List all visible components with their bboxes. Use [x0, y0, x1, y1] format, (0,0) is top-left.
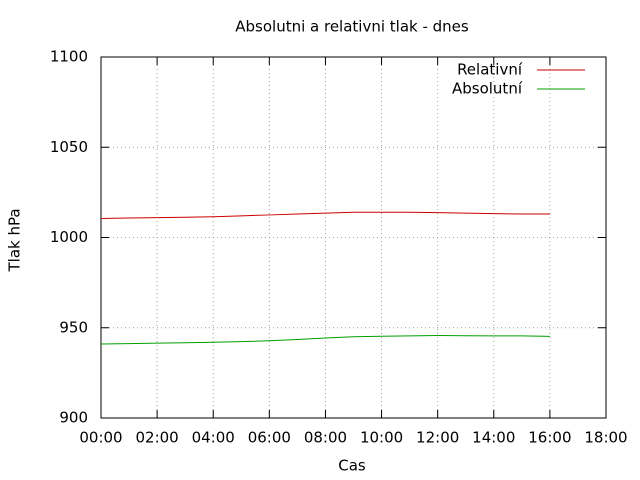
x-tick-label: 04:00 — [192, 429, 235, 447]
y-tick-label: 1100 — [50, 48, 88, 66]
x-tick-label: 06:00 — [248, 429, 291, 447]
plot-frame — [100, 56, 607, 419]
y-tick-label: 1050 — [50, 138, 88, 156]
x-tick-label: 14:00 — [472, 429, 515, 447]
y-tick-label: 900 — [59, 409, 88, 427]
x-tick-label: 10:00 — [360, 429, 403, 447]
legend-label: Absolutní — [452, 80, 523, 98]
x-tick-label: 12:00 — [416, 429, 459, 447]
x-tick-label: 02:00 — [135, 429, 178, 447]
chart-title: Absolutni a relativni tlak - dnes — [235, 18, 469, 36]
data-line — [100, 335, 550, 345]
x-tick-label: 00:00 — [79, 429, 122, 447]
x-tick-label: 18:00 — [584, 429, 627, 447]
y-tick-label: 1000 — [50, 228, 88, 246]
y-axis-label: Tlak hPa — [6, 208, 24, 272]
legend-label: Relativní — [457, 61, 523, 79]
x-axis-label: Cas — [338, 457, 366, 475]
x-tick-label: 16:00 — [528, 429, 571, 447]
x-tick-label: 08:00 — [304, 429, 347, 447]
y-tick-label: 950 — [59, 318, 88, 336]
data-line — [100, 211, 550, 220]
